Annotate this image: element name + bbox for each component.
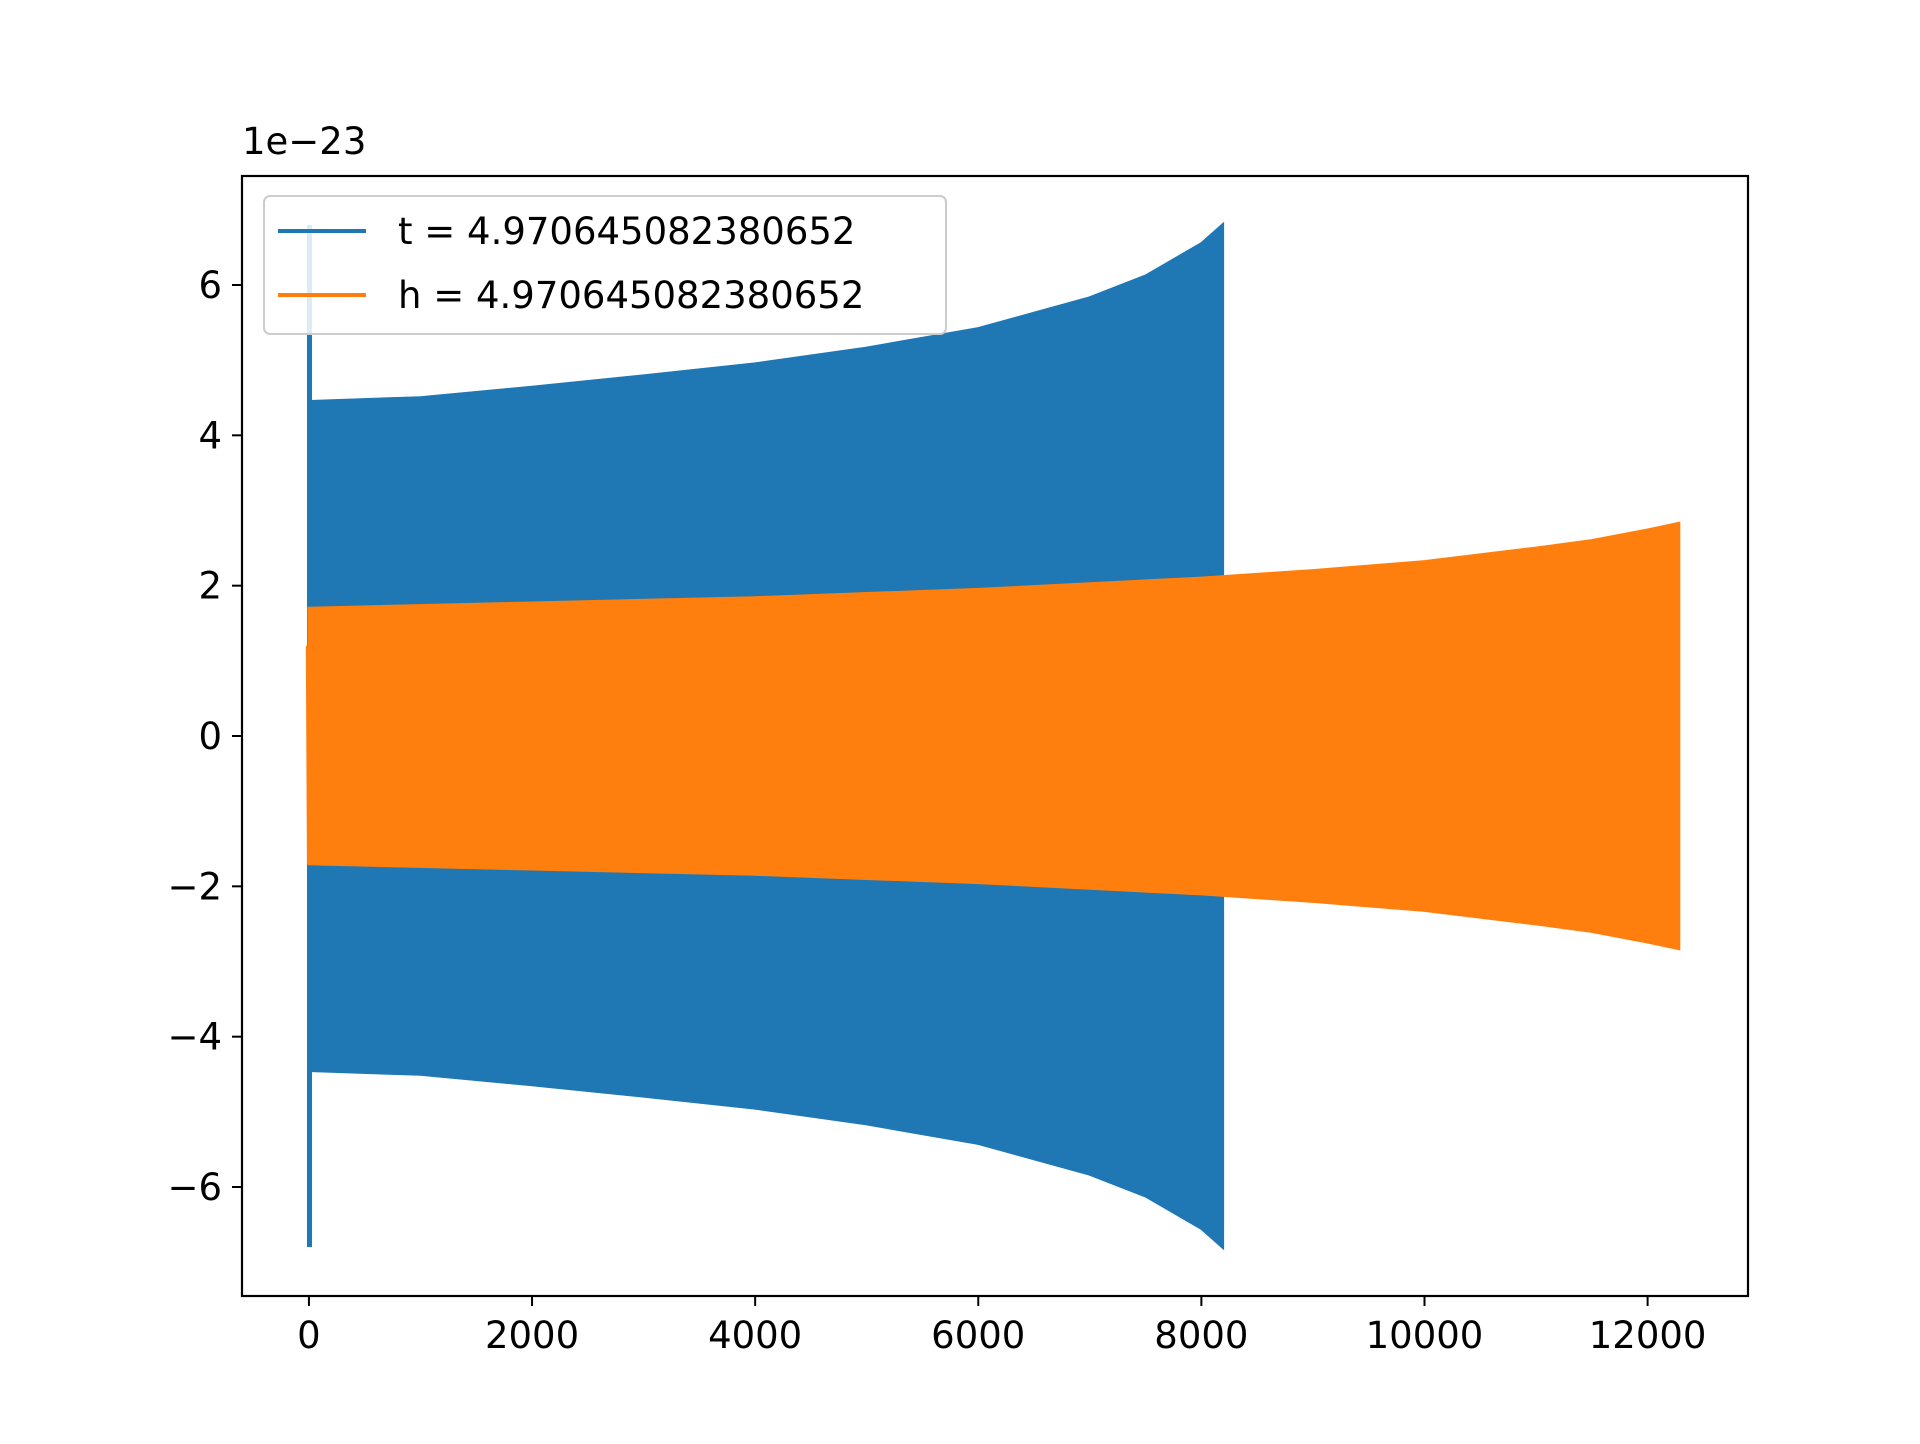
y-tick-label: −4 xyxy=(167,1016,222,1059)
y-tick-label: 0 xyxy=(198,715,222,758)
legend-box xyxy=(263,195,947,335)
y-tick-label: 4 xyxy=(198,414,222,457)
x-tick-label: 6000 xyxy=(931,1314,1025,1357)
y-tick-label: 6 xyxy=(198,264,222,307)
legend: t = 4.970645082380652 h = 4.970645082380… xyxy=(263,195,947,335)
legend-label-series-1: h = 4.970645082380652 xyxy=(398,274,864,317)
x-tick-label: 0 xyxy=(297,1314,321,1357)
x-tick-label: 10000 xyxy=(1366,1314,1484,1357)
series-1-start-segment xyxy=(305,645,311,864)
x-tick-label: 8000 xyxy=(1154,1314,1248,1357)
x-tick-label: 4000 xyxy=(708,1314,802,1357)
legend-label-series-0: t = 4.970645082380652 xyxy=(398,210,855,253)
y-tick-label: −2 xyxy=(167,865,222,908)
x-tick-label: 12000 xyxy=(1589,1314,1707,1357)
x-tick-label: 2000 xyxy=(485,1314,579,1357)
y-tick-label: 2 xyxy=(198,565,222,608)
y-tick-label: −6 xyxy=(167,1166,222,1209)
series-1-band xyxy=(307,521,1681,951)
y-offset-label: 1e−23 xyxy=(242,120,366,163)
